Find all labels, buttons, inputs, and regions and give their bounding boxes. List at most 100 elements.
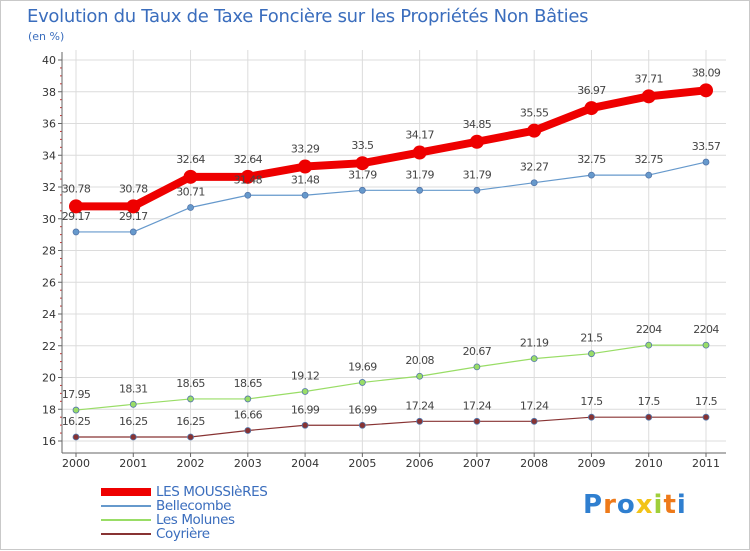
y-tick-label: 16 (42, 435, 56, 448)
legend-label: Les Molunes (156, 512, 235, 528)
data-point (473, 417, 481, 425)
data-label: 20.67 (463, 345, 492, 358)
legend-label: Bellecombe (156, 498, 232, 514)
axis-layer: 16 18 20 22 24 26 28 30 32 34 36 38 40 2000 2001 2002 20… (42, 52, 726, 470)
label-layer: 30.78 30.78 32.64 32.64 33.29 33.5 34.17 34.85 3… (62, 66, 722, 428)
data-point (530, 417, 538, 425)
data-point (588, 171, 595, 179)
x-tick-label: 2008 (520, 457, 548, 470)
legend-swatch (101, 533, 151, 535)
data-label: 36.97 (577, 84, 606, 97)
data-label: 17.24 (463, 399, 492, 412)
data-point (72, 228, 80, 236)
unit-label: (en %) (28, 30, 65, 43)
data-point (358, 379, 366, 386)
data-point (183, 169, 198, 184)
series-line-0 (72, 86, 710, 211)
x-tick-label: 2001 (119, 457, 147, 470)
data-label: 33.29 (291, 143, 320, 156)
grid-layer (62, 50, 726, 453)
data-label: 29.17 (119, 210, 148, 223)
data-label: 31.48 (291, 173, 320, 186)
y-tick-label: 36 (42, 118, 56, 131)
series-line-1 (75, 161, 707, 233)
data-point (473, 186, 481, 194)
data-label: 29.17 (62, 210, 91, 223)
data-point (469, 134, 484, 149)
x-tick-label: 2002 (177, 457, 205, 470)
data-label: 17.95 (62, 388, 91, 401)
data-point (129, 228, 137, 236)
logo-letter: i (676, 490, 687, 520)
data-label: 32.75 (634, 153, 663, 166)
data-label: 38.09 (692, 66, 721, 79)
data-label: 32.27 (520, 161, 549, 174)
data-point (126, 199, 141, 214)
data-point (129, 433, 137, 441)
data-label: 21.19 (520, 337, 549, 350)
data-label: 16.99 (291, 403, 320, 416)
data-label: 32.64 (176, 153, 205, 166)
logo-letter: P (583, 490, 604, 520)
y-tick-label: 20 (42, 372, 56, 385)
logo-letter: r (603, 490, 617, 520)
data-label: 30.71 (176, 185, 205, 198)
legend-swatch (101, 519, 151, 521)
y-tick-label: 24 (42, 308, 56, 321)
logo-letter: x (635, 490, 654, 520)
data-point (416, 372, 424, 380)
data-label: 31.79 (463, 168, 492, 181)
data-label: 18.65 (234, 377, 263, 390)
x-tick-label: 2009 (577, 457, 605, 470)
data-point (72, 406, 80, 414)
data-label: 16.25 (119, 415, 148, 428)
data-point (355, 156, 370, 171)
data-point (645, 413, 653, 421)
data-label: 18.31 (119, 382, 148, 395)
data-point (588, 350, 595, 358)
y-tick-label: 34 (42, 149, 56, 162)
data-label: 31.48 (234, 173, 263, 186)
data-label: 17.5 (695, 395, 718, 408)
y-tick-label: 22 (42, 340, 56, 353)
data-point (244, 395, 252, 403)
data-point (702, 158, 710, 166)
data-label: 21.5 (580, 332, 603, 345)
x-tick-label: 2011 (692, 457, 720, 470)
data-point (301, 388, 309, 395)
data-point (298, 159, 313, 174)
data-point (530, 179, 538, 187)
y-tick-label: 28 (42, 245, 56, 258)
data-label: 16.25 (62, 415, 91, 428)
logo-letter: t (663, 490, 677, 520)
y-tick-label: 18 (42, 403, 56, 416)
data-label: 16.66 (234, 409, 263, 422)
data-point (301, 191, 309, 199)
data-label: 2204 (693, 323, 719, 336)
data-label: 19.69 (348, 360, 377, 373)
data-point (358, 421, 366, 429)
data-point (645, 341, 653, 349)
data-label: 16.25 (176, 415, 205, 428)
x-tick-label: 2003 (234, 457, 262, 470)
data-label: 32.64 (234, 153, 263, 166)
x-tick-label: 2007 (463, 457, 491, 470)
y-tick-label: 30 (42, 213, 56, 226)
data-point (301, 421, 309, 429)
x-tick-label: 2004 (291, 457, 319, 470)
x-tick-label: 2000 (62, 457, 90, 470)
data-point (702, 341, 710, 349)
data-label: 30.78 (62, 182, 91, 195)
data-label: 35.55 (520, 107, 549, 120)
data-label: 32.75 (577, 153, 606, 166)
y-tick-label: 40 (42, 54, 56, 67)
data-label: 19.12 (291, 369, 320, 382)
data-point (588, 413, 595, 421)
data-point (69, 199, 83, 214)
legend-label: LES MOUSSIèRES (156, 484, 268, 500)
data-point (416, 186, 424, 194)
series-line-2 (75, 344, 707, 411)
data-point (129, 400, 137, 408)
data-point (358, 186, 366, 194)
